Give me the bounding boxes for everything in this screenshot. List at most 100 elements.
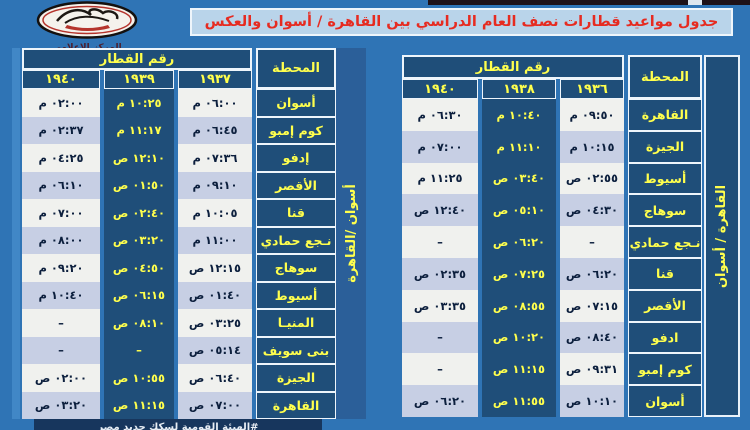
time-cell: ١٠:٥٥ ص — [104, 364, 174, 392]
page-title: جدول مواعيد قطارات نصف العام الدراسي بين… — [204, 14, 719, 30]
train-number: ١٩٣٩ — [104, 70, 174, 89]
station-cell: كوم إمبو — [628, 353, 702, 386]
time-cell: ١٠:٢٠ ص — [482, 321, 556, 354]
time-cell: – — [560, 226, 624, 258]
station-cell: قنا — [628, 257, 702, 290]
time-cell: ٠٦:٢٠ ص — [560, 257, 624, 290]
time-cell: ٠٤:٢٥ م — [22, 144, 100, 172]
station-cell: أسوان — [628, 385, 702, 417]
title-bar: جدول مواعيد قطارات نصف العام الدراسي بين… — [190, 8, 733, 36]
station-cell: قنا — [256, 199, 336, 227]
railways-logo-icon — [36, 1, 138, 39]
window-edge-notch — [688, 0, 702, 5]
time-cell: ٠٨:٥٥ ص — [482, 289, 556, 322]
time-cell: ٠٢:٣٥ ص — [402, 257, 478, 290]
railways-logo: المركز الإعلامي — [34, 1, 140, 53]
time-cell: ٠٧:٠٠ م — [402, 130, 478, 163]
time-cell: ٠٢:٣٧ م — [22, 116, 100, 144]
station-cell: أسوان — [256, 89, 336, 117]
time-cell: ٠٥:١٤ ص — [178, 336, 252, 364]
time-cell: ٠٩:٢٠ م — [22, 254, 100, 282]
time-cell: ١٢:١٠ ص — [104, 144, 174, 172]
station-cell: الأقصر — [256, 171, 336, 199]
time-cell: ١١:٢٥ م — [402, 162, 478, 195]
time-cell: ١١:١٥ ص — [482, 353, 556, 386]
time-cell: ٠٦:٢٠ ص — [402, 385, 478, 417]
time-cell: ٠٩:١٠ م — [178, 171, 252, 199]
cairo-aswan-table: رقم القطار المحطة ١٩٤٠ ١٩٣٨ ١٩٣٦ ٠٦:٣٠ م ١٠:… — [402, 55, 702, 417]
station-cell: القاهرة — [628, 99, 702, 131]
time-cell: ٠٧:٢٥ ص — [482, 257, 556, 290]
station-cell: سوهاج — [628, 194, 702, 227]
direction-label-aswan-cairo: أسوان /القاهرة — [336, 48, 366, 419]
time-cell: – — [22, 309, 100, 337]
train-number: ١٩٣٨ — [482, 79, 556, 99]
time-cell: ٠٢:٥٥ ص — [560, 162, 624, 195]
time-cell: ٠٥:١٠ ص — [482, 194, 556, 227]
station-cell: نـجع حمادي — [628, 226, 702, 258]
station-cell: القاهرة — [256, 391, 336, 419]
station-cell: الجيزة — [256, 364, 336, 392]
time-cell: ١٢:١٥ ص — [178, 254, 252, 282]
footer-text: #الهيئة القومية لسكك حديد مصر — [97, 422, 259, 430]
time-cell: ١١:١٥ ص — [104, 391, 174, 419]
time-cell: – — [22, 336, 100, 364]
time-cell: ٠٦:٣٠ م — [402, 99, 478, 131]
train-number-header: رقم القطار — [22, 48, 252, 70]
train-number: ١٩٤٠ — [22, 70, 100, 89]
time-cell: ١١:١٧ م — [104, 116, 174, 144]
time-cell: ٠٧:١٥ ص — [560, 289, 624, 322]
station-cell: كوم إمبو — [256, 116, 336, 144]
time-cell: ٠٨:٤٠ ص — [560, 321, 624, 354]
time-cell: ٠٦:٠٠ م — [178, 89, 252, 117]
footer-bar: #الهيئة القومية لسكك حديد مصر — [34, 419, 322, 430]
window-edge-strip — [428, 0, 750, 5]
time-cell: ٠٨:١٠ ص — [104, 309, 174, 337]
time-cell: ٠٣:٤٠ ص — [482, 162, 556, 195]
time-cell: ١٠:١٥ م — [560, 130, 624, 163]
time-cell: ٠١:٥٠ ص — [104, 171, 174, 199]
time-cell: ٠٩:٥٠ م — [560, 99, 624, 131]
train-number: ١٩٤٠ — [402, 79, 478, 99]
time-cell: ١٠:٠٥ م — [178, 199, 252, 227]
time-cell: ٠٢:٠٠ م — [22, 89, 100, 117]
station-header: المحطة — [256, 48, 336, 89]
time-cell: ١١:١٠ م — [482, 130, 556, 163]
train-number: ١٩٣٧ — [178, 70, 252, 89]
time-cell: ١١:٠٠ م — [178, 226, 252, 254]
time-cell: ٠٣:٣٥ ص — [402, 289, 478, 322]
station-cell: المنيـا — [256, 309, 336, 337]
time-cell: ٠٦:٤٠ ص — [178, 364, 252, 392]
time-cell: ٠٨:٠٠ م — [22, 226, 100, 254]
direction-label-cairo-aswan: القاهرة / أسوان — [704, 55, 740, 417]
station-cell: إدفو — [256, 144, 336, 172]
time-cell: – — [104, 336, 174, 364]
time-cell: ٠٦:١٥ ص — [104, 281, 174, 309]
time-cell: ١٠:٤٠ م — [482, 99, 556, 131]
time-cell: ٠٣:٢٥ ص — [178, 309, 252, 337]
train-number-header: رقم القطار — [402, 55, 624, 79]
time-cell: ٠٤:٣٠ ص — [560, 194, 624, 227]
time-cell: ٠٦:٤٥ م — [178, 116, 252, 144]
time-cell: – — [402, 321, 478, 354]
station-cell: بنى سويف — [256, 336, 336, 364]
time-cell: ٠٣:٢٠ ص — [104, 226, 174, 254]
station-cell: سوهاج — [256, 254, 336, 282]
time-cell: – — [402, 226, 478, 258]
station-header: المحطة — [628, 55, 702, 99]
time-cell: ٠٧:٠٠ ص — [178, 391, 252, 419]
station-cell: أسيوط — [256, 281, 336, 309]
aswan-cairo-table: رقم القطار المحطة ١٩٤٠ ١٩٣٩ ١٩٣٧ ٠٢:٠٠ م ١٠:… — [22, 48, 336, 419]
time-cell: ٠٩:٣١ ص — [560, 353, 624, 386]
time-cell: – — [402, 353, 478, 386]
station-cell: أسيوط — [628, 162, 702, 195]
time-cell: ٠١:٤٠ ص — [178, 281, 252, 309]
station-cell: الجيزة — [628, 130, 702, 163]
time-cell: ١٠:١٠ ص — [560, 385, 624, 417]
time-cell: ٠٢:٤٠ ص — [104, 199, 174, 227]
station-cell: الأقصر — [628, 289, 702, 322]
time-cell: ٠٧:٠٠ م — [22, 199, 100, 227]
time-cell: ٠٣:٢٠ ص — [22, 391, 100, 419]
train-number: ١٩٣٦ — [560, 79, 624, 99]
time-cell: ٠٤:٥٠ ص — [104, 254, 174, 282]
